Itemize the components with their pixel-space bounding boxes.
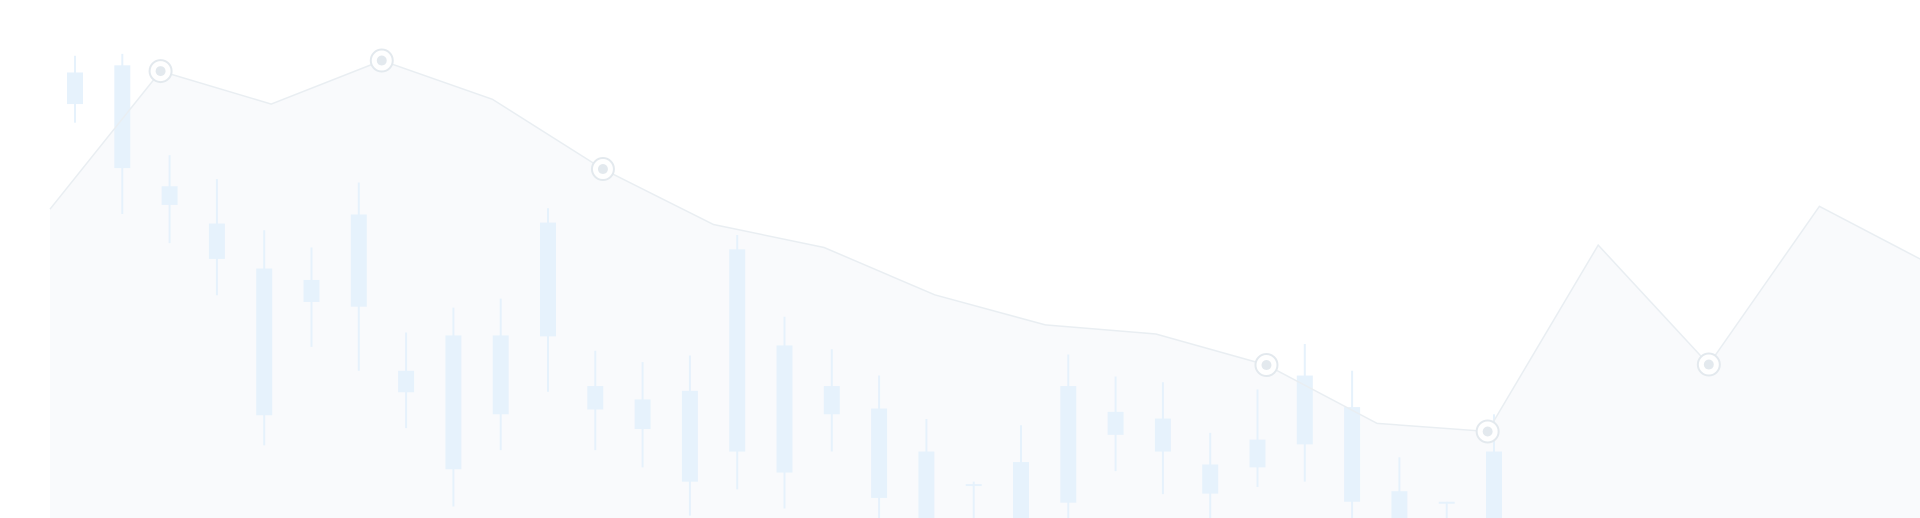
candle-body <box>256 268 273 416</box>
candle-body <box>729 249 746 452</box>
candle-body <box>871 408 888 498</box>
candle-body <box>1391 491 1408 518</box>
candle-body <box>67 72 83 105</box>
candle-body <box>1486 451 1502 518</box>
candle-body <box>114 65 131 169</box>
candle-body <box>1202 464 1219 494</box>
series-line <box>49 59 1920 433</box>
candle-body <box>1438 501 1455 504</box>
candle-body <box>634 399 651 430</box>
line-point-dot <box>376 55 387 66</box>
line-point-dot <box>597 164 608 175</box>
candle-body <box>540 222 556 337</box>
candle-body <box>1060 386 1077 503</box>
line-point-dot <box>155 66 166 77</box>
candle-body <box>1296 375 1313 445</box>
candle-body <box>398 370 415 393</box>
line-point-dot <box>1703 359 1714 370</box>
line-area-fill <box>50 60 1920 518</box>
candle-body <box>587 386 604 410</box>
candle-body <box>445 335 462 470</box>
candle-layer <box>67 53 1502 518</box>
line-layer <box>49 59 1920 433</box>
candle-body <box>161 186 178 205</box>
candle-body <box>1249 439 1266 468</box>
area-layer <box>50 60 1920 518</box>
candle-body <box>776 345 793 473</box>
candle-body <box>1154 418 1171 452</box>
candle-body <box>1013 462 1029 518</box>
candle-body <box>1107 411 1124 435</box>
candle-body <box>492 335 509 415</box>
candle-body <box>823 386 840 415</box>
line-point-dot <box>1482 426 1493 437</box>
marker-layer <box>148 48 1721 444</box>
candle-body <box>965 484 982 487</box>
candle-body <box>918 451 935 518</box>
candle-body <box>208 223 225 259</box>
candle-body <box>1344 407 1361 502</box>
candle-body <box>681 390 698 482</box>
candle-body <box>350 214 367 307</box>
line-point-dot <box>1261 360 1272 371</box>
candle-body <box>303 279 320 302</box>
